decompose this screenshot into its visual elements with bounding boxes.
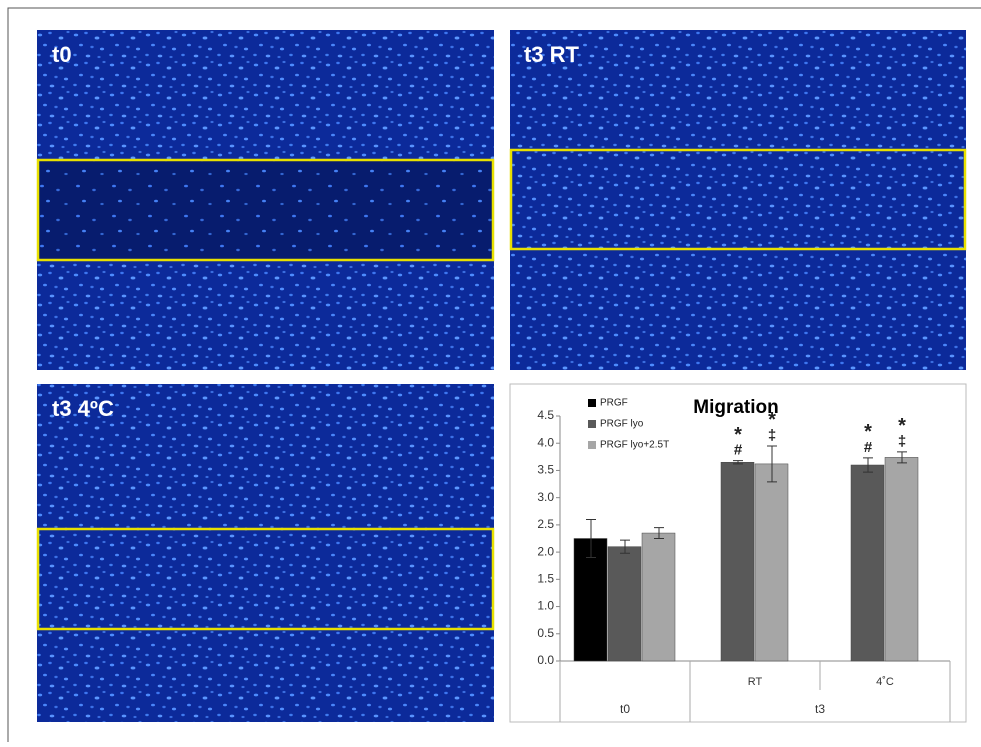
y-tick-label: 3.5 [537, 463, 554, 477]
significance-mark: * [768, 409, 776, 431]
error-bar [767, 445, 777, 483]
wound-region [36, 158, 495, 262]
x-group-label: t0 [620, 702, 630, 716]
legend-swatch [588, 399, 596, 407]
bar [884, 457, 919, 662]
chart: Migration 0.0 0.5 1.0 1.5 2.0 2.5 3.0 3.5 4.0 4.5… [509, 383, 967, 723]
panel-label: t0 [52, 42, 72, 67]
y-tick-label: 0.0 [537, 653, 554, 667]
image-panel: t0 [36, 30, 495, 370]
y-tick-label: 4.0 [537, 435, 554, 449]
wound-region [36, 527, 495, 631]
significance-mark: * [864, 421, 872, 443]
significance-mark: ‡ [768, 427, 776, 444]
frame [7, 7, 981, 742]
error-bar [586, 518, 596, 559]
error-bar [654, 527, 664, 539]
significance-mark: ‡ [898, 433, 906, 450]
error-bar [733, 460, 743, 465]
x-tick-label: RT [748, 676, 763, 688]
chart-title: Migration [693, 397, 779, 418]
y-tick-label: 1.0 [537, 599, 554, 613]
error-bar [863, 457, 873, 473]
y-tick-label: 2.5 [537, 517, 554, 531]
error-bar [620, 539, 630, 554]
bar [850, 464, 885, 662]
bar [607, 546, 642, 662]
legend-swatch [588, 420, 596, 428]
image-panel: t3 RT [509, 30, 967, 370]
bar [573, 538, 608, 662]
significance-mark: * [734, 424, 742, 446]
legend-label: PRGF lyo [600, 419, 644, 430]
error-bar [897, 451, 907, 464]
panel-label: t3 4ºC [52, 396, 114, 421]
legend-swatch [588, 441, 596, 449]
wound-region [509, 148, 967, 251]
x-group-label: t3 [815, 702, 825, 716]
x-tick-label: 4˚C [876, 676, 894, 688]
significance-mark: # [864, 439, 873, 456]
bar [720, 462, 755, 662]
y-tick-label: 0.5 [537, 626, 554, 640]
bar [641, 532, 676, 662]
bar [754, 463, 789, 662]
panel-label: t3 RT [524, 42, 580, 67]
legend-label: PRGF [600, 398, 628, 409]
y-tick-label: 2.0 [537, 544, 554, 558]
image-panel: t3 4ºC [36, 384, 495, 722]
y-tick-label: 4.5 [537, 408, 554, 422]
y-tick-label: 3.0 [537, 490, 554, 504]
legend-label: PRGF lyo+2.5T [600, 440, 669, 451]
y-tick-label: 1.5 [537, 572, 554, 586]
significance-mark: * [898, 415, 906, 437]
significance-mark: # [734, 442, 743, 459]
